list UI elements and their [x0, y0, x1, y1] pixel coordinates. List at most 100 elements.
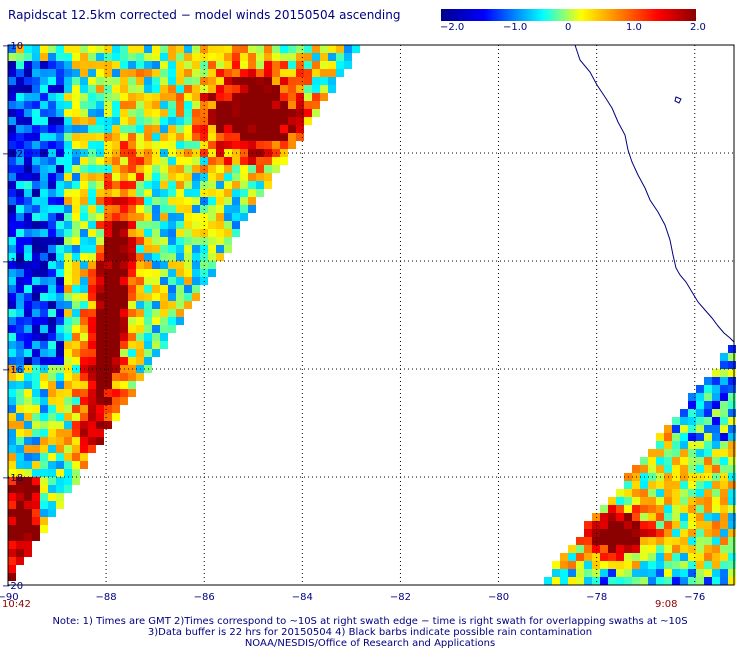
wind-cell — [56, 277, 64, 285]
wind-cell — [224, 245, 232, 253]
wind-cell — [72, 197, 80, 205]
wind-cell — [208, 221, 216, 229]
wind-cell — [656, 505, 664, 513]
wind-cell — [24, 389, 32, 397]
wind-cell — [272, 117, 280, 125]
wind-cell — [72, 125, 80, 133]
wind-cell — [8, 389, 16, 397]
wind-cell — [136, 333, 144, 341]
wind-cell — [728, 409, 736, 417]
wind-cell — [16, 45, 24, 53]
wind-cell — [168, 173, 176, 181]
wind-cell — [136, 245, 144, 253]
wind-cell — [728, 577, 736, 585]
wind-cell — [48, 125, 56, 133]
wind-cell — [680, 433, 688, 441]
wind-cell — [712, 481, 720, 489]
wind-cell — [8, 53, 16, 61]
wind-cell — [288, 109, 296, 117]
wind-cell — [672, 561, 680, 569]
wind-cell — [560, 577, 568, 585]
wind-cell — [56, 141, 64, 149]
wind-cell — [112, 197, 120, 205]
wind-cell — [704, 409, 712, 417]
wind-cell — [280, 93, 288, 101]
wind-cell — [328, 85, 336, 93]
wind-cell — [304, 61, 312, 69]
wind-cell — [688, 449, 696, 457]
wind-cell — [632, 553, 640, 561]
wind-cell — [64, 349, 72, 357]
wind-cell — [88, 229, 96, 237]
wind-cell — [240, 101, 248, 109]
wind-cell — [704, 465, 712, 473]
wind-cell — [96, 333, 104, 341]
wind-cell — [104, 333, 112, 341]
wind-cell — [56, 469, 64, 477]
wind-cell — [720, 497, 728, 505]
wind-cell — [96, 325, 104, 333]
wind-cell — [112, 157, 120, 165]
wind-cell — [24, 125, 32, 133]
wind-cell — [32, 85, 40, 93]
wind-cell — [240, 125, 248, 133]
wind-cell — [128, 373, 136, 381]
wind-cell — [240, 157, 248, 165]
wind-cell — [304, 117, 312, 125]
wind-cell — [160, 93, 168, 101]
wind-cell — [96, 189, 104, 197]
wind-cell — [264, 109, 272, 117]
wind-cell — [24, 373, 32, 381]
wind-cell — [712, 529, 720, 537]
wind-cell — [152, 197, 160, 205]
wind-cell — [688, 465, 696, 473]
wind-cell — [648, 505, 656, 513]
wind-cell — [672, 465, 680, 473]
wind-cell — [176, 253, 184, 261]
wind-cell — [120, 45, 128, 53]
wind-cell — [16, 213, 24, 221]
wind-cell — [704, 385, 712, 393]
wind-cell — [208, 45, 216, 53]
wind-cell — [112, 301, 120, 309]
wind-cell — [280, 141, 288, 149]
wind-cell — [184, 69, 192, 77]
wind-cell — [240, 45, 248, 53]
wind-cell — [288, 77, 296, 85]
wind-cell — [40, 269, 48, 277]
wind-cell — [144, 189, 152, 197]
wind-cell — [720, 377, 728, 385]
wind-cell — [56, 181, 64, 189]
wind-cell — [96, 389, 104, 397]
wind-cell — [248, 189, 256, 197]
wind-cell — [176, 173, 184, 181]
wind-cell — [8, 245, 16, 253]
wind-cell — [56, 253, 64, 261]
wind-cell — [192, 133, 200, 141]
wind-cell — [104, 101, 112, 109]
wind-cell — [80, 205, 88, 213]
wind-cell — [232, 205, 240, 213]
wind-cell — [80, 277, 88, 285]
wind-cell — [8, 445, 16, 453]
wind-cell — [672, 489, 680, 497]
wind-cell — [32, 453, 40, 461]
wind-cell — [272, 157, 280, 165]
wind-cell — [312, 93, 320, 101]
wind-cell — [96, 309, 104, 317]
wind-cell — [48, 389, 56, 397]
wind-cell — [24, 269, 32, 277]
wind-cell — [96, 277, 104, 285]
wind-cell — [40, 85, 48, 93]
wind-cell — [240, 173, 248, 181]
wind-cell — [144, 317, 152, 325]
wind-cell — [232, 157, 240, 165]
wind-cell — [16, 317, 24, 325]
wind-cell — [256, 125, 264, 133]
wind-cell — [208, 69, 216, 77]
wind-cell — [64, 61, 72, 69]
wind-cell — [32, 77, 40, 85]
wind-cell — [56, 213, 64, 221]
wind-cell — [168, 101, 176, 109]
wind-cell — [680, 513, 688, 521]
